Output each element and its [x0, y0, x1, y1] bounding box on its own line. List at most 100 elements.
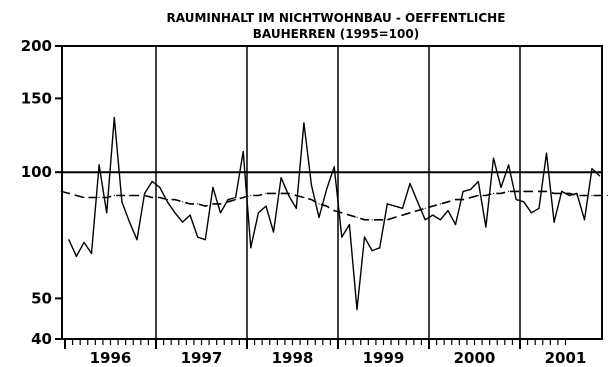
- trend-point: [371, 219, 373, 221]
- trend-point: [379, 219, 381, 221]
- trend-point: [83, 196, 85, 199]
- data-point: [553, 221, 555, 223]
- trend-point: [576, 194, 578, 197]
- trend-point: [470, 196, 472, 199]
- data-point: [288, 194, 290, 197]
- data-point: [68, 239, 70, 241]
- data-point: [151, 180, 153, 183]
- trend-point: [515, 190, 517, 192]
- data-point: [545, 152, 548, 154]
- trend-point: [128, 194, 131, 197]
- data-point: [417, 201, 419, 203]
- data-point: [401, 207, 404, 209]
- data-point: [106, 212, 108, 214]
- trend-point: [523, 190, 525, 192]
- trend-point: [462, 199, 464, 201]
- trend-point: [356, 216, 358, 218]
- data-point: [356, 309, 358, 311]
- x-tick-label-year: 2000: [454, 349, 496, 367]
- trend-point: [583, 194, 586, 197]
- x-tick-label-year: 1997: [181, 349, 223, 367]
- trend-point: [174, 199, 176, 201]
- data-point: [515, 199, 517, 201]
- data-point: [371, 250, 373, 252]
- trend-point: [348, 214, 350, 216]
- trend-point: [508, 190, 510, 192]
- trend-point: [447, 201, 449, 203]
- trend-point: [106, 196, 108, 199]
- data-point: [136, 239, 138, 241]
- trend-point: [197, 203, 199, 205]
- trend-point: [242, 196, 244, 199]
- trend-point: [401, 214, 404, 216]
- x-tick-label-year: 1998: [272, 349, 314, 367]
- data-point: [500, 186, 502, 188]
- x-tick-label-year: 1999: [363, 349, 405, 367]
- x-tick-label-year: 1996: [90, 349, 132, 367]
- data-point: [295, 207, 297, 209]
- data-point: [530, 212, 533, 214]
- y-tick-label: 100: [21, 163, 52, 181]
- data-point: [470, 188, 472, 190]
- trend-point: [272, 192, 275, 194]
- y-tick-label: 40: [31, 330, 52, 348]
- trend-point: [439, 203, 441, 205]
- data-point: [90, 252, 93, 254]
- trend-point: [333, 210, 335, 212]
- data-point: [75, 255, 77, 257]
- data-point: [348, 224, 350, 226]
- data-point: [212, 186, 214, 188]
- trend-point: [538, 190, 540, 192]
- trend-point: [341, 212, 343, 214]
- trend-point: [204, 205, 206, 207]
- data-point: [561, 190, 563, 192]
- data-point: [197, 236, 199, 238]
- trend-point: [386, 219, 388, 221]
- trend-point: [121, 194, 123, 197]
- trend-point: [553, 192, 555, 194]
- trend-point: [591, 194, 593, 197]
- trend-point: [454, 199, 457, 201]
- data-point: [568, 194, 570, 197]
- trend-point: [113, 194, 115, 197]
- plot-area: 40 50 100 150 200 1996 1997 1998 1999 2000 2001: [21, 37, 608, 367]
- data-point: [523, 201, 525, 203]
- data-point: [98, 164, 100, 166]
- trend-point: [485, 194, 487, 197]
- y-tick-label: 150: [21, 89, 52, 107]
- data-point: [492, 157, 495, 159]
- trend-point: [235, 199, 237, 201]
- data-point: [235, 196, 237, 199]
- data-point: [508, 164, 510, 166]
- trend-point: [144, 194, 146, 197]
- trend-point: [568, 192, 570, 194]
- data-point: [462, 190, 464, 192]
- data-point: [394, 205, 396, 207]
- data-point: [424, 219, 426, 221]
- trend-point: [432, 205, 434, 207]
- data-point: [326, 188, 328, 190]
- trend-point: [303, 196, 305, 199]
- trend-point: [257, 194, 259, 197]
- trend-point: [90, 196, 93, 199]
- data-point: [159, 186, 161, 188]
- trend-point: [98, 196, 100, 199]
- trend-point: [159, 196, 161, 199]
- data-point: [174, 212, 176, 214]
- trend-point: [363, 219, 366, 221]
- trend-point: [561, 192, 563, 194]
- data-point: [538, 207, 540, 209]
- trend-point: [492, 192, 495, 194]
- data-point: [113, 117, 115, 119]
- trend-point: [166, 199, 168, 201]
- data-point: [477, 180, 479, 183]
- trend-point: [530, 190, 533, 192]
- trend-point: [417, 210, 419, 212]
- trend-point: [151, 196, 153, 199]
- data-point: [303, 122, 305, 124]
- chart-title-line2: BAUHERREN (1995=100): [253, 27, 419, 41]
- data-point: [272, 231, 275, 233]
- x-tick-label-year: 2001: [545, 349, 587, 367]
- data-point: [447, 210, 449, 212]
